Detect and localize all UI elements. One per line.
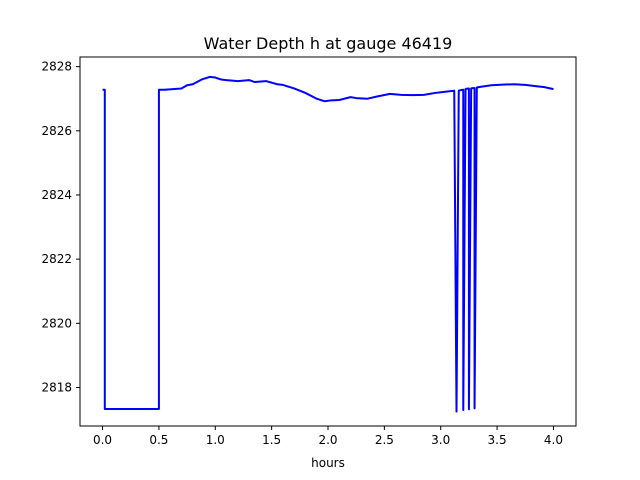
plot-frame	[79, 56, 577, 427]
y-tick-label: 2820	[41, 316, 72, 330]
y-axis: 2818 2820 2822 2824 2826 2828	[41, 60, 80, 394]
x-tick-label: 2.0	[318, 433, 337, 447]
x-tick-label: 0.5	[149, 433, 168, 447]
y-tick-label: 2824	[41, 188, 72, 202]
y-tick-label: 2818	[41, 380, 72, 394]
y-tick-label: 2826	[41, 124, 72, 138]
x-tick-label: 3.5	[488, 433, 507, 447]
y-tick-label: 2828	[41, 60, 72, 74]
x-tick-label: 2.5	[375, 433, 394, 447]
x-tick-label: 0.0	[93, 433, 112, 447]
x-tick-label: 4.0	[544, 433, 563, 447]
chart-title: Water Depth h at gauge 46419	[204, 34, 453, 53]
x-tick-label: 1.5	[262, 433, 281, 447]
series-line-0	[102, 75, 554, 413]
x-tick-label: 1.0	[206, 433, 225, 447]
x-axis-label: hours	[311, 456, 345, 470]
x-axis: 0.0 0.5 1.0 1.5 2.0 2.5 3.0 3.5 4.0	[93, 426, 563, 447]
series-layer	[102, 75, 554, 413]
x-tick-label: 3.0	[431, 433, 450, 447]
y-tick-label: 2822	[41, 252, 72, 266]
